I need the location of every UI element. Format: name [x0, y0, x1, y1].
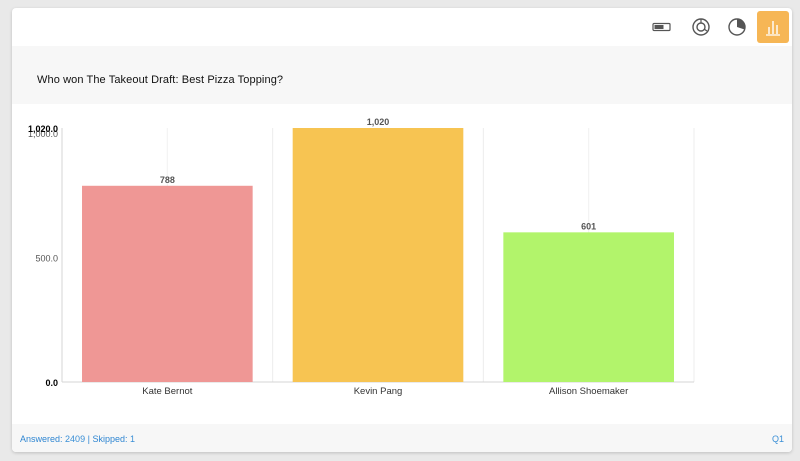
- bar: [82, 185, 253, 382]
- donut-chart-button[interactable]: [685, 11, 717, 43]
- x-tick-label: Allison Shoemaker: [549, 386, 628, 397]
- skipped-label: Skipped:: [92, 434, 128, 444]
- toggle-icon: [652, 22, 671, 32]
- bar-chart: 0.0 500.0 1,000.0 1,020.0 788 Kate Bernot 1,02…: [12, 104, 792, 424]
- bar: [503, 232, 674, 382]
- chart-toolbar: [12, 8, 792, 46]
- stats-separator: |: [87, 434, 90, 444]
- answered-count: 2409: [65, 434, 86, 444]
- skipped-count: 1: [130, 434, 136, 444]
- x-tick-label: Kevin Pang: [354, 386, 403, 397]
- question-card: Who won The Takeout Draft: Best Pizza To…: [12, 8, 792, 452]
- toggle-button[interactable]: [646, 11, 678, 43]
- bar-chart-button[interactable]: [757, 11, 789, 43]
- bar-value-label: 601: [581, 221, 596, 231]
- x-tick-label: Kate Bernot: [142, 386, 193, 397]
- y-tick-label: 0.0: [45, 378, 58, 388]
- pie-icon: [728, 18, 746, 36]
- response-stats: Answered: 2409 | Skipped: 1: [20, 434, 135, 444]
- bar-chart-icon: [766, 21, 780, 36]
- y-tick-label: 1,000.0: [28, 129, 58, 139]
- pie-chart-button[interactable]: [721, 11, 753, 43]
- bar-value-label: 1,020: [367, 117, 390, 127]
- bar-value-label: 788: [160, 175, 175, 185]
- y-tick-label: 1,020.0: [28, 124, 58, 134]
- answered-label: Answered:: [20, 434, 63, 444]
- response-footer: Answered: 2409 | Skipped: 1 Q1: [12, 424, 792, 452]
- y-tick-label: 500.0: [35, 253, 58, 263]
- bar-chart-svg: 0.0 500.0 1,000.01,020.0 788 Kate Bernot 1,02…: [28, 117, 695, 397]
- donut-icon: [692, 18, 710, 36]
- question-number: Q1: [771, 434, 784, 444]
- question-header: Who won The Takeout Draft: Best Pizza To…: [12, 46, 792, 104]
- bar: [292, 128, 464, 382]
- question-title: Who won The Takeout Draft: Best Pizza To…: [37, 74, 284, 86]
